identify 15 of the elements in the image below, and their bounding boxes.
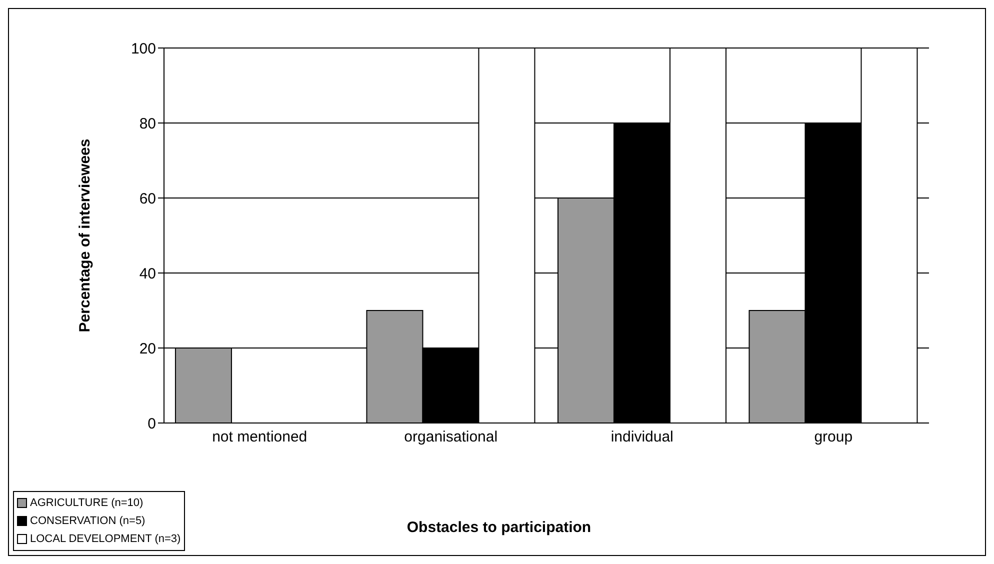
legend-label: CONSERVATION (n=5)	[30, 514, 146, 529]
y-axis-title: Percentage of interviewees	[76, 138, 94, 332]
x-tick-label: individual	[610, 428, 674, 446]
legend-label: LOCAL DEVELOPMENT (n=3)	[30, 532, 181, 547]
y-tick-label: 0	[148, 415, 156, 432]
x-tick-label: not mentioned	[212, 428, 308, 446]
y-tick-label: 60	[139, 190, 156, 208]
x-tick-label: organisational	[404, 428, 498, 446]
y-tick-label: 80	[139, 115, 156, 132]
legend-label: AGRICULTURE (n=10)	[30, 496, 144, 511]
y-tick-label: 100	[130, 40, 156, 58]
x-tick-label: group	[814, 428, 853, 446]
y-tick-label: 20	[139, 340, 156, 358]
y-tick-label: 40	[139, 265, 156, 282]
x-axis-title: Obstacles to participation	[406, 519, 592, 536]
